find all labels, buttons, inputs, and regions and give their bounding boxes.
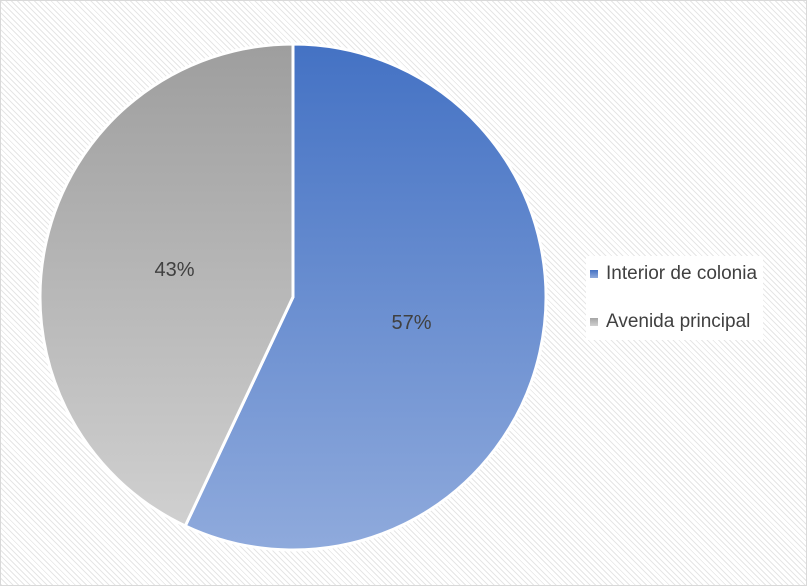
data-label-avenida-principal: 43% — [154, 259, 194, 281]
legend-swatch-interior-de-colonia — [590, 270, 598, 278]
pie-slice-avenida-principal — [38, 42, 295, 528]
legend-item-interior-de-colonia: Interior de colonia — [590, 260, 757, 288]
legend-label-avenida-principal: Avenida principal — [606, 311, 751, 332]
legend-swatch-avenida-principal — [590, 318, 598, 326]
legend-label-interior-de-colonia: Interior de colonia — [606, 263, 758, 284]
legend: Interior de colonia Avenida principal — [586, 256, 764, 340]
data-label-interior-de-colonia: 57% — [391, 312, 431, 334]
pie-slice-interior-de-colonia — [183, 42, 548, 552]
legend-item-avenida-principal: Avenida principal — [590, 308, 757, 336]
